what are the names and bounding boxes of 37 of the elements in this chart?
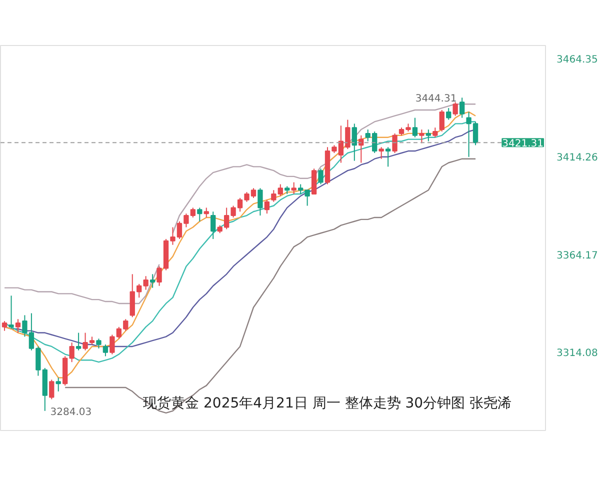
annotation: 3444.31 xyxy=(415,94,457,105)
candlestick xyxy=(2,320,8,332)
y-tick-label: 3364.17 xyxy=(556,250,598,262)
candlestick xyxy=(378,146,384,160)
candlestick xyxy=(385,146,391,168)
candlestick xyxy=(69,342,74,363)
ref-line-label: 3421.31 xyxy=(502,138,544,150)
annotation: 3284.03 xyxy=(50,406,92,418)
candlestick xyxy=(452,102,458,116)
y-tick-label: 3414.26 xyxy=(556,152,598,164)
candlestick xyxy=(459,97,465,118)
y-tick-label: 3314.08 xyxy=(556,348,598,360)
candlestick xyxy=(291,182,296,195)
candlestick xyxy=(318,168,324,185)
candlestick xyxy=(76,332,82,351)
candlestick xyxy=(419,129,424,144)
candlestick xyxy=(197,207,202,222)
candlestick xyxy=(264,199,270,214)
candlestick xyxy=(432,127,438,138)
candlestick xyxy=(8,295,14,330)
candlestick xyxy=(439,109,444,132)
candlestick xyxy=(150,274,156,288)
candlestick xyxy=(49,379,54,400)
candlestick xyxy=(446,108,452,120)
candlestick xyxy=(392,132,398,154)
candlestick xyxy=(210,211,216,240)
candlestick xyxy=(311,168,317,195)
candlestick xyxy=(96,338,102,349)
candlestick xyxy=(204,207,209,218)
candlestick xyxy=(56,377,61,392)
candlestick xyxy=(258,188,263,216)
candlestick xyxy=(15,318,21,334)
candlestick xyxy=(352,123,357,162)
candlestick xyxy=(412,117,418,138)
candlestick xyxy=(426,129,432,142)
y-tick-label: 3464.35 xyxy=(556,54,598,66)
candlestick xyxy=(102,344,108,357)
